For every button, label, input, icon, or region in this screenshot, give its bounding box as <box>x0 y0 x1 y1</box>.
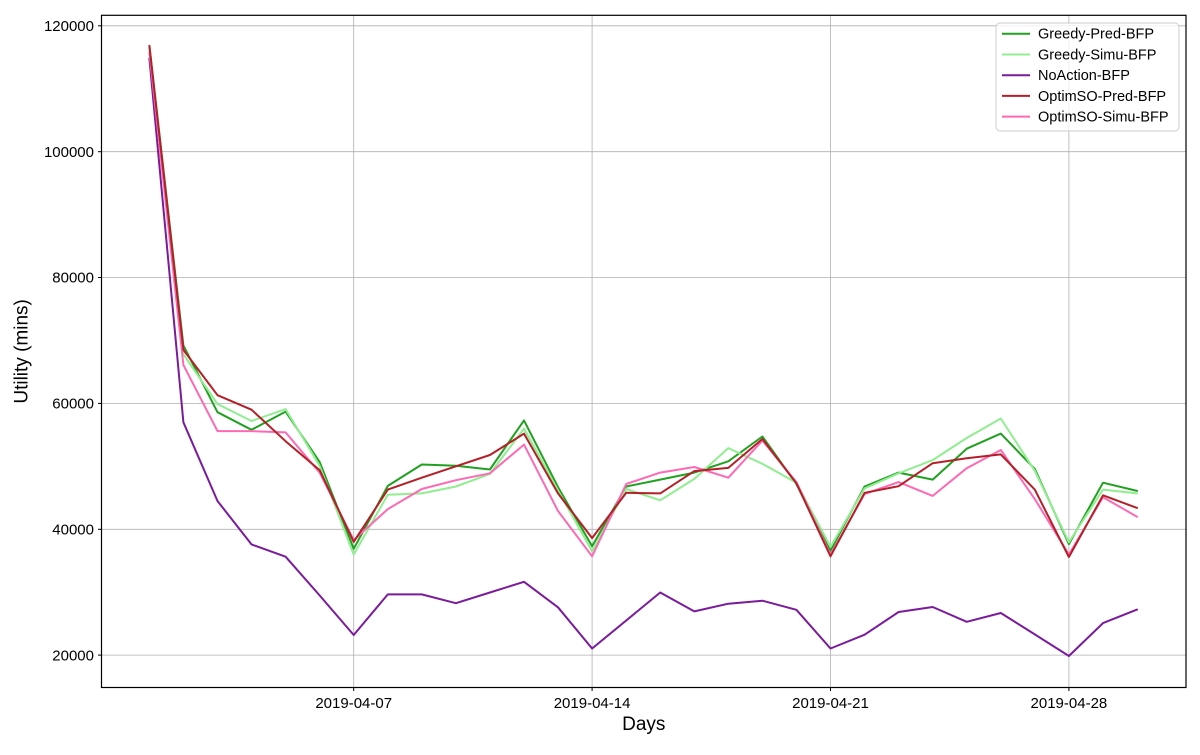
svg-text:Greedy-Pred-BFP: Greedy-Pred-BFP <box>1038 27 1154 43</box>
svg-text:100000: 100000 <box>44 144 94 161</box>
svg-text:2019-04-21: 2019-04-21 <box>792 695 869 712</box>
svg-text:120000: 120000 <box>44 18 94 35</box>
svg-text:40000: 40000 <box>52 522 94 539</box>
svg-text:NoAction-BFP: NoAction-BFP <box>1038 68 1130 84</box>
svg-text:2019-04-07: 2019-04-07 <box>315 695 392 712</box>
svg-text:80000: 80000 <box>52 270 94 287</box>
svg-text:Days: Days <box>622 714 665 735</box>
svg-text:2019-04-14: 2019-04-14 <box>554 695 631 712</box>
svg-text:60000: 60000 <box>52 396 94 413</box>
svg-text:OptimSO-Simu-BFP: OptimSO-Simu-BFP <box>1038 110 1169 126</box>
svg-text:Greedy-Simu-BFP: Greedy-Simu-BFP <box>1038 47 1156 63</box>
svg-text:OptimSO-Pred-BFP: OptimSO-Pred-BFP <box>1038 89 1166 105</box>
svg-text:20000: 20000 <box>52 647 94 664</box>
svg-text:Utility (mins): Utility (mins) <box>12 299 33 404</box>
svg-text:2019-04-28: 2019-04-28 <box>1031 695 1108 712</box>
